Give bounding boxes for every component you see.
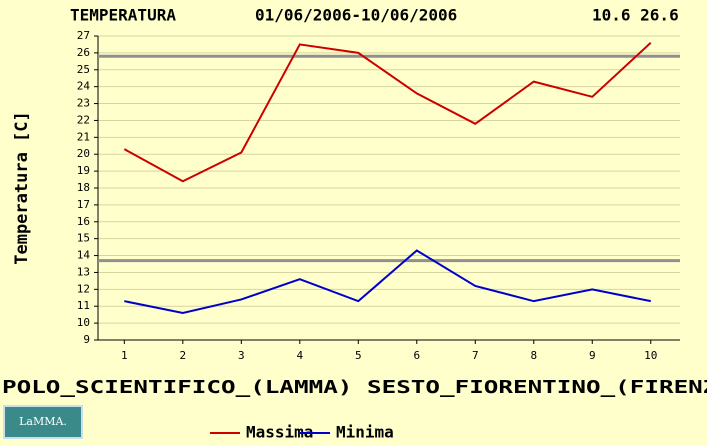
legend-item: Minima [300,423,394,442]
y-tick-label: 18 [77,181,90,194]
range-annotation: 10.6 26.6 [592,6,679,25]
y-tick-label: 24 [77,80,91,93]
logo: LaMMA. [3,405,83,439]
y-tick-label: 21 [77,130,90,143]
y-tick-label: 15 [77,232,90,245]
x-tick-label: 9 [589,349,596,362]
y-tick-label: 26 [77,46,90,59]
legend-label: Massima [246,423,313,442]
x-tick-label: 3 [238,349,245,362]
y-tick-label: 10 [77,316,90,329]
y-tick-label: 23 [77,97,90,110]
x-tick-label: 2 [180,349,187,362]
x-tick-label: 5 [355,349,362,362]
y-tick-label: 16 [77,215,90,228]
y-tick-label: 20 [77,147,90,160]
y-tick-label: 25 [77,63,90,76]
y-tick-label: 13 [77,265,90,278]
legend-label: Minima [336,423,394,442]
y-tick-label: 9 [83,333,90,346]
chart-subtitle: 01/06/2006-10/06/2006 [255,6,457,25]
station-caption: POLO_SCIENTIFICO_(LAMMA) SESTO_FIORENTIN… [2,377,707,398]
chart-title: TEMPERATURA [70,6,176,25]
y-tick-label: 19 [77,164,90,177]
y-tick-label: 14 [77,249,91,262]
y-axis-label: Temperatura [C] [12,111,32,265]
legend-item: Massima [210,423,313,442]
x-tick-label: 6 [413,349,420,362]
x-tick-label: 7 [472,349,479,362]
y-tick-label: 11 [77,299,90,312]
series-line [123,42,652,183]
y-tick-label: 17 [77,198,90,211]
x-tick-label: 4 [296,349,303,362]
logo-text: LaMMA. [19,415,67,428]
x-tick-label: 1 [121,349,128,362]
logo-box [3,405,83,439]
x-tick-label: 10 [644,349,657,362]
y-tick-label: 12 [77,282,90,295]
x-tick-label: 8 [530,349,537,362]
y-tick-label: 22 [77,113,90,126]
series-line [124,249,651,315]
y-tick-label: 27 [77,29,90,42]
